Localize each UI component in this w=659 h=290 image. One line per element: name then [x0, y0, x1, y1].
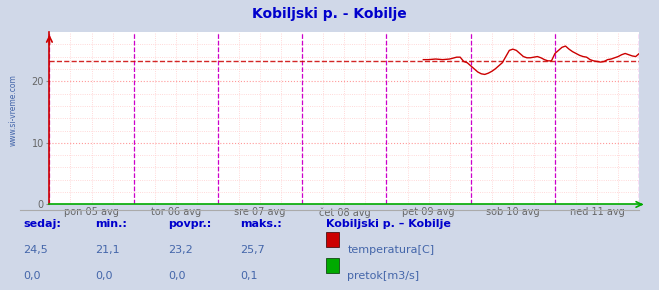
Text: 0,0: 0,0: [96, 271, 113, 281]
Text: 24,5: 24,5: [23, 245, 48, 255]
Text: 21,1: 21,1: [96, 245, 120, 255]
Bar: [326, 232, 339, 247]
Bar: [326, 258, 339, 273]
Text: Kobiljski p. - Kobilje: Kobiljski p. - Kobilje: [252, 7, 407, 21]
Text: 0,0: 0,0: [168, 271, 186, 281]
Text: 23,2: 23,2: [168, 245, 193, 255]
Text: sedaj:: sedaj:: [23, 219, 61, 229]
Text: www.si-vreme.com: www.si-vreme.com: [9, 74, 18, 146]
Text: 0,0: 0,0: [23, 271, 41, 281]
Text: temperatura[C]: temperatura[C]: [347, 245, 434, 255]
Text: Kobiljski p. – Kobilje: Kobiljski p. – Kobilje: [326, 219, 451, 229]
Text: min.:: min.:: [96, 219, 127, 229]
Text: 0,1: 0,1: [241, 271, 258, 281]
Text: 25,7: 25,7: [241, 245, 266, 255]
Text: povpr.:: povpr.:: [168, 219, 212, 229]
Text: pretok[m3/s]: pretok[m3/s]: [347, 271, 419, 281]
Text: maks.:: maks.:: [241, 219, 282, 229]
